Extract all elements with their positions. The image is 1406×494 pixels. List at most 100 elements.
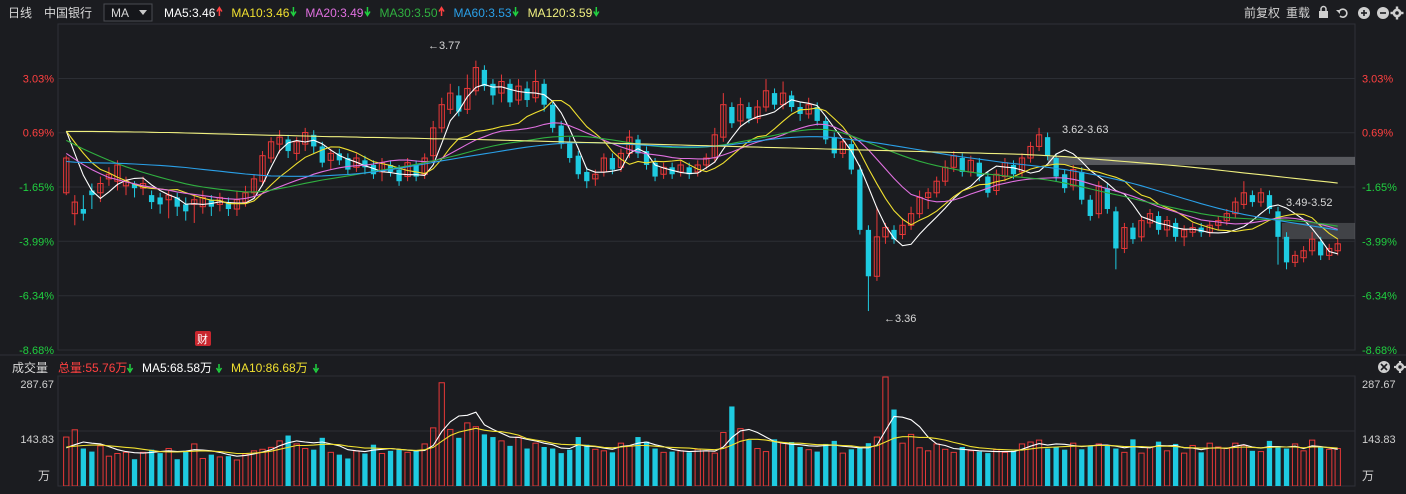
finance-marker[interactable]: 财 (195, 331, 211, 346)
zone-lower-label: 3.49-3.52 (1286, 197, 1332, 209)
candle-body (1070, 169, 1077, 187)
gear-icon[interactable] (1390, 6, 1404, 20)
zoom-in-icon[interactable] (1358, 7, 1370, 19)
volume-bar (1079, 449, 1085, 486)
candle-body (1300, 250, 1307, 259)
volume-bar (1113, 448, 1119, 486)
volume-bar (592, 448, 599, 486)
candle-body (183, 204, 189, 212)
volume-bar (1215, 446, 1222, 486)
volume-bar (831, 440, 837, 486)
indicator-select[interactable]: MA (103, 3, 153, 22)
volume-bar (259, 448, 266, 486)
price-tick-label: 0.69% (23, 128, 54, 140)
volume-bar (643, 441, 650, 486)
volume-bar (1240, 444, 1248, 486)
candle-body (1180, 229, 1188, 238)
volume-bar (157, 453, 163, 486)
volume-bar (148, 449, 155, 486)
candle-body (899, 224, 906, 236)
undo-icon[interactable] (1336, 8, 1348, 18)
down-arrow-icon (290, 7, 297, 17)
volume-bar (532, 442, 539, 486)
volume-bar (1070, 442, 1077, 486)
stock-name-label[interactable]: 中国银行 (44, 5, 92, 20)
candle-body (1130, 227, 1136, 240)
volume-bar (456, 437, 462, 486)
candle-body (464, 87, 471, 110)
volume-bar (1095, 443, 1102, 486)
volume-bar (1087, 445, 1093, 486)
candle-body (550, 104, 556, 128)
candle-body (259, 155, 266, 182)
volume-bar (950, 451, 957, 486)
ma-legend-item: MA60:3.53 (454, 6, 512, 20)
volume-ma5-line (66, 411, 1338, 457)
adjust-button[interactable]: 前复权 (1244, 5, 1280, 20)
volume-bar (1155, 441, 1162, 486)
ma-legend-item: MA20:3.49 (305, 6, 363, 20)
volume-bar (567, 449, 573, 486)
volume-bar (183, 450, 189, 486)
volume-bar (797, 446, 803, 486)
volume-bar (80, 448, 86, 486)
volume-bar (362, 453, 368, 486)
candle-body (396, 169, 402, 182)
price-axis-right: 3.03% 0.69% -1.65% -3.99% -6.34% -8.68% (1362, 73, 1397, 357)
price-tick-label: -1.65% (1362, 182, 1397, 194)
chevron-down-icon (139, 10, 147, 15)
volume-axes: 287.67 287.67 143.83 143.83 万 万 (20, 379, 1395, 483)
reset-button[interactable]: 重载 (1286, 6, 1310, 20)
volume-bar (584, 444, 590, 486)
candle-body (1079, 171, 1085, 200)
volume-unit-label: 万 (38, 469, 50, 483)
period-label[interactable]: 日线 (8, 6, 32, 20)
candle-body (1240, 192, 1248, 205)
candle-body (1044, 137, 1051, 156)
candle-body (1053, 158, 1059, 177)
volume-bar (942, 448, 949, 486)
volume-bar (839, 452, 846, 486)
lock-icon[interactable] (1319, 5, 1328, 19)
volume-bar (1104, 445, 1110, 486)
candle-body (1087, 199, 1093, 216)
up-arrow-icon (216, 6, 223, 16)
volume-bar (430, 427, 437, 486)
volume-bar (327, 451, 334, 486)
volume-bar (1223, 448, 1230, 486)
volume-bar (1275, 446, 1281, 486)
volume-bar (677, 450, 684, 486)
candle-body (250, 178, 258, 194)
volume-bar (916, 447, 923, 486)
volume-bar (319, 437, 325, 486)
candle-body (481, 69, 488, 87)
candlesticks (63, 60, 1341, 312)
candle-body (652, 162, 658, 177)
close-icon[interactable] (1378, 361, 1390, 373)
volume-bar (891, 409, 897, 486)
price-tick-label: -8.68% (1362, 345, 1397, 357)
candle-body (831, 137, 837, 154)
volume-bar (993, 449, 1000, 486)
candle-body (507, 83, 513, 103)
up-arrow-icon (438, 6, 445, 16)
candle-body (1249, 195, 1256, 203)
candle-body (839, 141, 846, 154)
gear-icon[interactable] (1394, 361, 1406, 373)
volume-bar (498, 440, 505, 486)
volume-ma5: MA5:68.58万 (142, 361, 212, 375)
candle-body (1257, 192, 1265, 203)
candle-body (643, 151, 650, 165)
zoom-out-icon[interactable] (1377, 7, 1389, 19)
volume-bar (131, 459, 138, 486)
candle-body (302, 132, 309, 145)
candle-body (924, 192, 932, 198)
volume-bar (1326, 448, 1333, 486)
volume-bar (1334, 448, 1341, 486)
candle-body (1232, 201, 1239, 215)
price-tick-label: -6.34% (1362, 291, 1397, 303)
volume-bar (490, 437, 496, 486)
candle-body (114, 164, 121, 182)
volume-bar (89, 451, 95, 486)
zone-upper-label: 3.62-3.63 (1062, 124, 1108, 136)
